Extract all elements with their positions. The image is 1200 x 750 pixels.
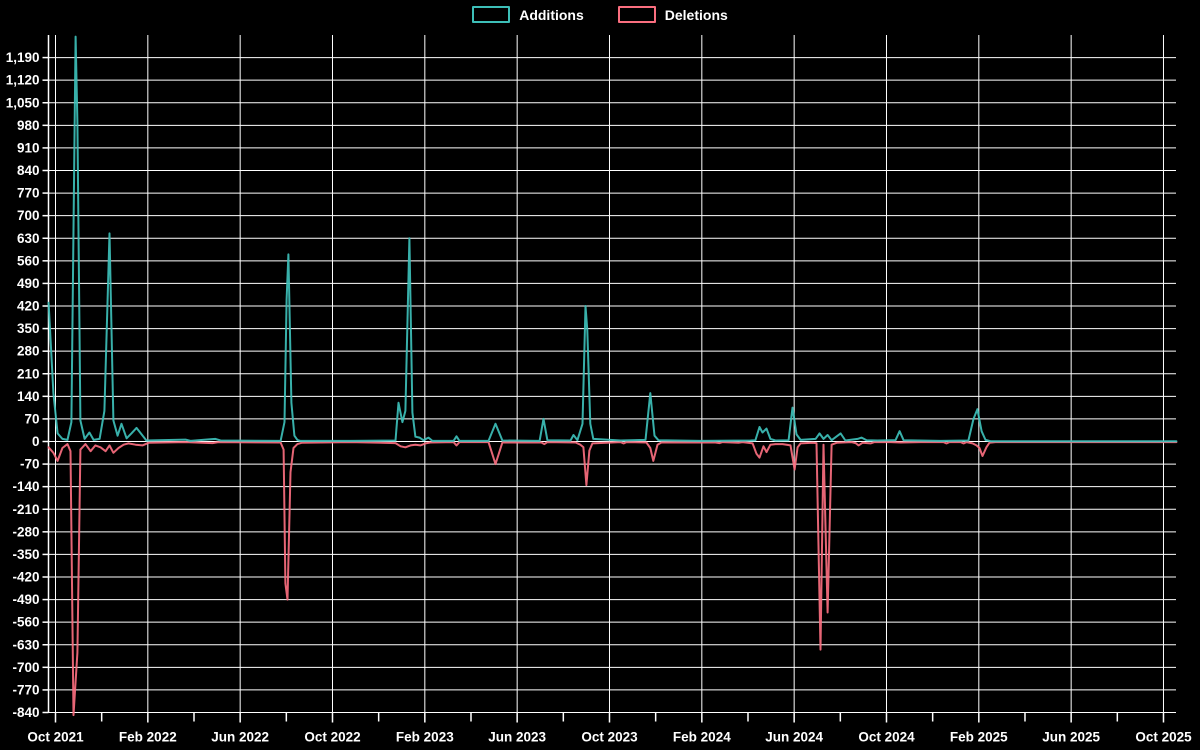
legend-item-additions[interactable]: Additions [472, 6, 584, 23]
y-tick-label: -560 [12, 615, 39, 630]
y-tick-label: 840 [17, 163, 40, 178]
x-tick-label: Oct 2024 [858, 730, 915, 745]
y-tick-label: -840 [12, 705, 39, 720]
additions-line [47, 35, 1178, 443]
y-tick-label: 140 [17, 389, 40, 404]
y-tick-label: 770 [17, 186, 40, 201]
deletions-swatch-icon [617, 6, 656, 23]
y-tick-label: -350 [12, 547, 39, 562]
y-tick-label: 280 [17, 344, 40, 359]
x-tick-label: Feb 2025 [950, 730, 1008, 745]
y-tick-label: 350 [17, 321, 40, 336]
y-tick-label: -70 [20, 457, 40, 472]
deletions-line [47, 441, 1178, 717]
y-tick-label: -140 [12, 479, 39, 494]
y-tick-label: -420 [12, 570, 39, 585]
y-tick-label: 630 [17, 231, 40, 246]
x-tick-label: Feb 2024 [673, 730, 731, 745]
y-tick-label: 1,120 [6, 73, 40, 88]
y-tick-label: 1,050 [6, 95, 40, 110]
x-tick-label: Feb 2023 [396, 730, 454, 745]
y-tick-label: -770 [12, 682, 39, 697]
y-tick-label: -700 [12, 660, 39, 675]
y-tick-label: -630 [12, 637, 39, 652]
y-tick-label: 490 [17, 276, 40, 291]
y-tick-label: 910 [17, 140, 40, 155]
y-tick-label: 420 [17, 299, 40, 314]
x-tick-label: Jun 2023 [488, 730, 546, 745]
x-tick-label: Oct 2023 [581, 730, 638, 745]
y-tick-label: 70 [24, 411, 39, 426]
y-tick-label: 210 [17, 366, 40, 381]
y-tick-label: -280 [12, 524, 39, 539]
y-tick-label: -210 [12, 502, 39, 517]
x-tick-label: Oct 2021 [27, 730, 84, 745]
y-tick-label: 1,190 [6, 50, 40, 65]
x-tick-label: Jun 2022 [211, 730, 269, 745]
y-tick-label: 0 [32, 434, 40, 449]
chart-legend: Additions Deletions [0, 6, 1200, 23]
x-tick-label: Oct 2025 [1135, 730, 1192, 745]
x-tick-label: Feb 2022 [119, 730, 177, 745]
legend-label-deletions: Deletions [664, 6, 728, 23]
y-tick-label: 700 [17, 208, 40, 223]
y-tick-label: 980 [17, 118, 40, 133]
x-tick-label: Jun 2024 [765, 730, 823, 745]
legend-item-deletions[interactable]: Deletions [617, 6, 728, 23]
y-tick-label: -490 [12, 592, 39, 607]
y-tick-label: 560 [17, 253, 40, 268]
x-tick-label: Jun 2025 [1042, 730, 1100, 745]
additions-swatch-icon [472, 6, 511, 23]
x-tick-label: Oct 2022 [304, 730, 360, 745]
legend-label-additions: Additions [519, 6, 584, 23]
